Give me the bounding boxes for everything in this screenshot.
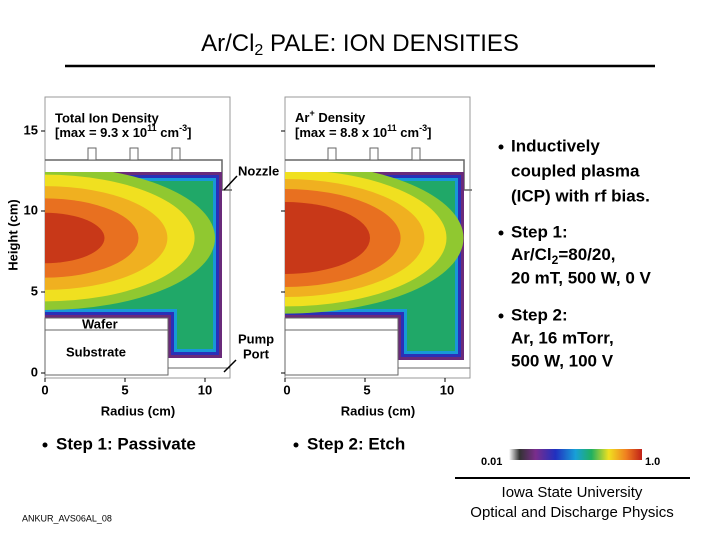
max-unit-exp: -3 (179, 123, 187, 133)
panel-caption: Step 2: Etch (307, 434, 405, 453)
wafer-label: Wafer (82, 316, 118, 331)
max-unit: cm (397, 125, 419, 140)
plasma-contour (45, 198, 139, 278)
x-tick-label: 0 (41, 382, 48, 397)
line-sub: 2 (552, 253, 559, 267)
bullet-line: Ar, 16 mTorr, (511, 328, 614, 347)
substrate (284, 329, 399, 376)
y-axis-label: Height (cm) (5, 199, 20, 271)
bullet-line: coupled plasma (511, 161, 640, 180)
plasma-contour (45, 212, 105, 264)
nozzle-arrow (223, 175, 238, 191)
colorbar-min: 0.01 (481, 456, 502, 468)
max-exp: 11 (387, 123, 397, 133)
x-tick-label: 10 (440, 382, 454, 397)
title-text: Ar/Cl (201, 30, 254, 57)
max-unit: cm (157, 125, 179, 140)
group: Optical and Discharge Physics (470, 504, 673, 521)
wafer (284, 317, 399, 331)
x-tick-label: 0 (283, 382, 290, 397)
y-tick-label: 0 (31, 364, 38, 379)
colorbar-max: 1.0 (645, 456, 660, 468)
bullet-line: 500 W, 100 V (511, 351, 614, 370)
bullet-dot (498, 313, 504, 319)
max-exp: 11 (147, 123, 157, 133)
heading-sup: + (309, 108, 314, 118)
bullet-dot (498, 230, 504, 236)
panel-max: [max = 8.8 x 1011 cm-3] (295, 123, 431, 140)
nozzle-notch (87, 147, 97, 161)
line-rest: =80/20, (558, 245, 615, 264)
y-tick-label: 5 (31, 283, 38, 298)
bullet-line: Inductively (511, 136, 600, 155)
bullet-line: Step 1: (511, 222, 568, 241)
substrate-label: Substrate (66, 344, 126, 359)
plots (41, 96, 472, 382)
plasma-contour (285, 202, 370, 274)
slide-id: ANKUR_AVS06AL_08 (22, 513, 112, 523)
line-text: Ar/Cl (511, 245, 552, 264)
y-tick-label: 10 (24, 202, 38, 217)
max-text: [max = 9.3 x 10 (55, 125, 147, 140)
nozzle-notch (171, 147, 181, 161)
max-close: ] (187, 125, 191, 140)
port-label: Port (243, 346, 270, 361)
bullet-line: 20 mT, 500 W, 0 V (511, 268, 652, 287)
nozzle-notch (129, 147, 139, 161)
title-rest: PALE: ION DENSITIES (263, 30, 519, 57)
bullet-line: Step 2: (511, 305, 568, 324)
nozzle-notch (327, 147, 337, 161)
nozzle-label: Nozzle (238, 163, 279, 178)
panel-max: [max = 9.3 x 1011 cm-3] (55, 123, 191, 140)
nozzle-notch (411, 147, 421, 161)
nozzle-notch (369, 147, 379, 161)
heading-text: Ar (295, 110, 309, 125)
y-tick-label: 15 (24, 122, 38, 137)
bullet-dot (293, 442, 299, 448)
x-tick-label: 5 (363, 382, 370, 397)
bullet-line: Ar/Cl2=80/20, (511, 245, 616, 267)
institution: Iowa State University (502, 484, 643, 501)
bullet-dot (42, 442, 48, 448)
x-axis-label: Radius (cm) (341, 403, 415, 418)
panel-caption: Step 1: Passivate (56, 434, 196, 453)
colorbar (509, 449, 642, 460)
heading-rest: Density (315, 110, 366, 125)
panel-heading: Total Ion Density (55, 110, 160, 125)
plasma-core (45, 172, 215, 310)
x-axis-label: Radius (cm) (101, 403, 175, 418)
bullet-dot (498, 144, 504, 150)
slide-title: Ar/Cl2 PALE: ION DENSITIES (201, 30, 519, 59)
substrate (44, 329, 169, 376)
title-sub: 2 (254, 42, 263, 59)
pump-arrow (223, 359, 237, 373)
x-tick-label: 5 (121, 382, 128, 397)
max-text: [max = 8.8 x 10 (295, 125, 387, 140)
plasma-core (285, 172, 464, 314)
max-close: ] (427, 125, 431, 140)
panel-heading: Ar+ Density (295, 108, 366, 125)
x-tick-label: 10 (198, 382, 212, 397)
pump-label: Pump (238, 331, 274, 346)
max-unit-exp: -3 (419, 123, 427, 133)
bullet-line: (ICP) with rf bias. (511, 186, 650, 205)
